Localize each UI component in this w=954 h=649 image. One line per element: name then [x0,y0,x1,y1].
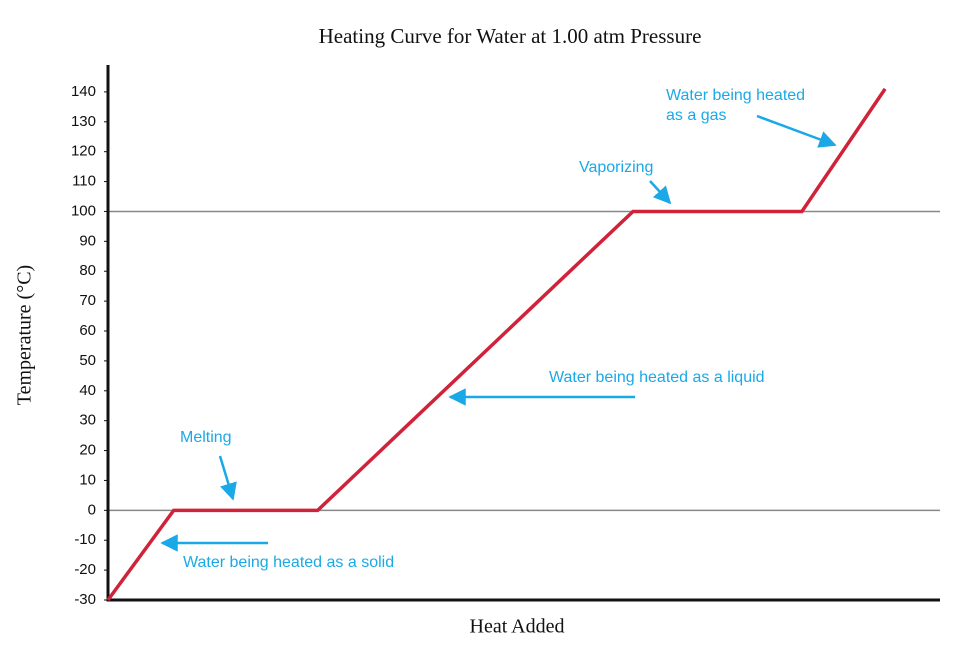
chart-title: Heating Curve for Water at 1.00 atm Pres… [319,24,702,48]
y-tick-label: 30 [79,412,96,429]
annotation: Vaporizing [579,159,653,176]
y-tick-label: 120 [71,143,96,160]
y-tick-label: 70 [79,292,96,309]
y-tick-label: -20 [74,561,96,578]
annotation: as a gas [666,107,726,124]
y-tick-label: 50 [79,352,96,369]
annotation: Water being heated as a liquid [549,369,765,386]
y-tick-label: 40 [79,382,96,399]
y-axis-label: Temperature (°C) [14,265,36,405]
y-tick-label: 10 [79,471,96,488]
annotation-arrow [649,180,672,205]
y-tick-label: -30 [74,591,96,608]
x-axis-label: Heat Added [470,616,565,638]
y-tick-label: 80 [79,262,96,279]
y-tick-label: 100 [71,202,96,219]
annotation-arrow [756,114,837,148]
y-tick-label: -10 [74,531,96,548]
y-tick-label: 110 [72,173,96,190]
annotation: Melting [180,429,232,446]
annotation: Water being heated as a solid [183,554,394,571]
y-tick-label: 140 [71,83,96,100]
y-tick-label: 20 [79,442,96,459]
y-tick-label: 60 [79,322,96,339]
y-tick-label: 130 [71,113,96,130]
data-line [106,87,887,602]
y-tick-label: 90 [79,232,96,249]
annotation: Water being heated [666,87,805,104]
y-tick-label: 0 [88,501,96,518]
annotation-arrow [218,455,237,501]
